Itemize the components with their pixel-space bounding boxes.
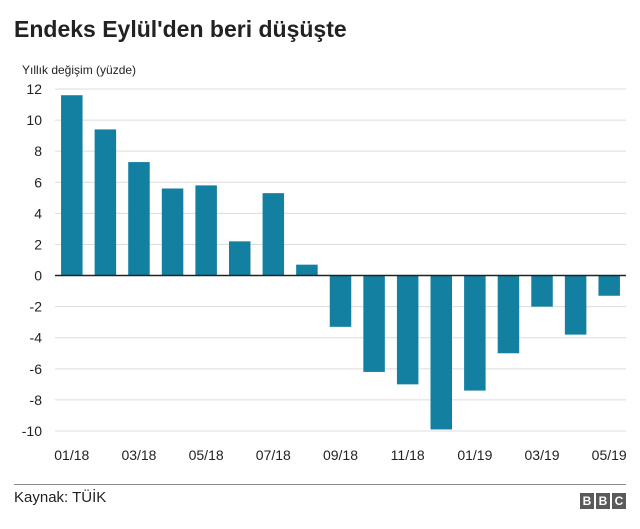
y-axis-label: Yıllık değişim (yüzde) — [22, 63, 136, 77]
bar-05-18 — [195, 185, 217, 276]
y-tick-label: 4 — [34, 205, 42, 221]
bar-06-18 — [228, 241, 251, 276]
source-note: Kaynak: TÜİK — [14, 489, 107, 506]
footer-divider — [14, 484, 626, 485]
grid-layer — [55, 88, 626, 432]
y-tick-label: -10 — [22, 423, 42, 439]
bar-03-18 — [128, 162, 150, 276]
x-tick-label: 05/18 — [189, 447, 224, 463]
bar-11-18 — [396, 275, 419, 385]
y-tick-label: -6 — [30, 361, 43, 377]
bar-03-19 — [531, 275, 553, 307]
x-tick-label: 03/19 — [525, 447, 560, 463]
bar-chart: Yıllık değişim (yüzde) 12 10 8 6 4 2 0 -2 -4 -6 -8… — [22, 63, 627, 463]
label-layer: 12 10 8 6 4 2 0 -2 -4 -6 -8 -10 01/18 03/18 05/18 07/18… — [22, 81, 627, 463]
y-tick-label: 6 — [34, 174, 42, 190]
bar-04-19 — [564, 275, 587, 335]
bar-layer — [61, 95, 620, 430]
x-tick-label: 05/19 — [592, 447, 627, 463]
bar-10-18 — [363, 275, 385, 372]
x-tick-label: 03/18 — [121, 447, 156, 463]
y-tick-label: 0 — [34, 268, 42, 284]
bar-02-18 — [94, 129, 117, 276]
chart-title: Endeks Eylül'den beri düşüşte — [14, 16, 347, 42]
x-tick-label: 01/19 — [457, 447, 492, 463]
x-tick-label: 01/18 — [54, 447, 89, 463]
y-tick-label: 12 — [26, 81, 42, 97]
bar-01-18 — [61, 95, 83, 276]
bar-01-19 — [464, 275, 486, 391]
x-tick-label: 09/18 — [323, 447, 358, 463]
y-tick-label: 8 — [34, 143, 42, 159]
x-tick-label: 07/18 — [256, 447, 291, 463]
bbc-logo-letter: B — [596, 493, 610, 509]
y-tick-label: -4 — [30, 330, 43, 346]
y-tick-label: 10 — [26, 112, 42, 128]
x-tick-label: 11/18 — [391, 447, 425, 463]
y-tick-label: 2 — [34, 236, 42, 252]
bbc-logo-letter: B — [580, 493, 594, 509]
bar-09-18 — [329, 275, 352, 327]
y-tick-label: -2 — [30, 299, 43, 315]
bar-02-19 — [497, 275, 520, 354]
bbc-logo-letter: C — [612, 493, 626, 509]
bar-04-18 — [161, 188, 184, 276]
bar-07-18 — [262, 193, 285, 276]
bar-05-19 — [598, 275, 620, 296]
bbc-logo: B B C — [580, 493, 626, 509]
bar-12-18 — [430, 275, 453, 430]
bar-08-18 — [296, 264, 318, 276]
y-tick-label: -8 — [30, 392, 43, 408]
